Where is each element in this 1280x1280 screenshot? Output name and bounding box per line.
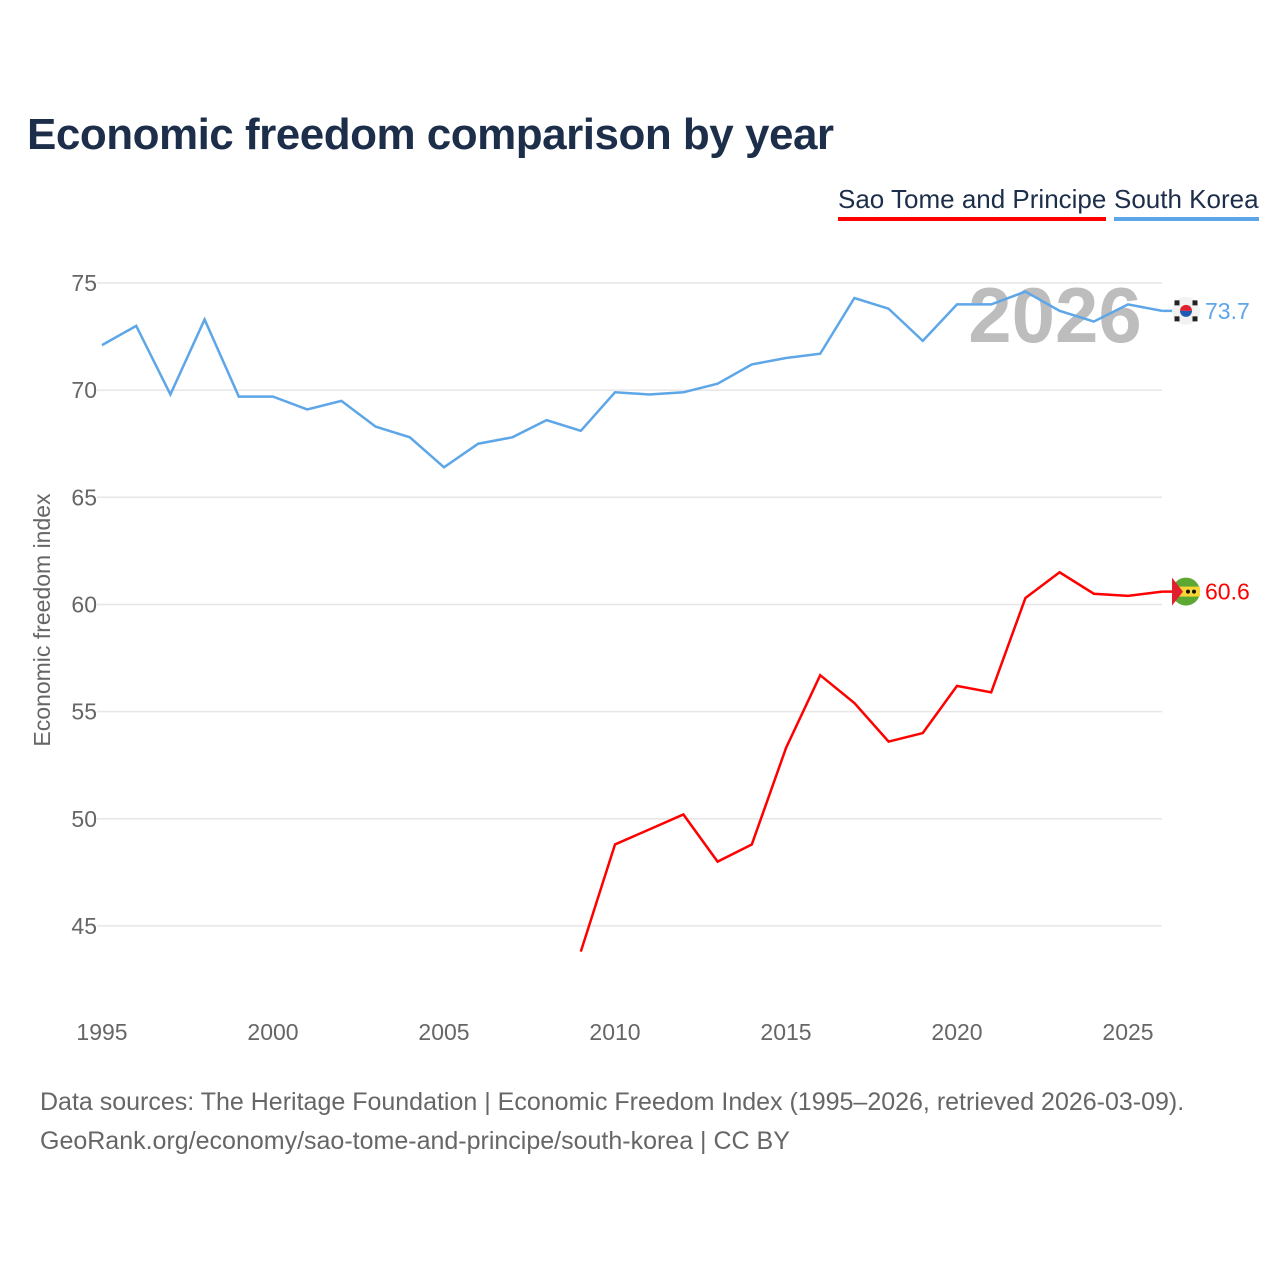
data-point[interactable] bbox=[405, 432, 415, 442]
y-tick-label: 45 bbox=[71, 913, 97, 939]
series-line-sao-tome-and-principe bbox=[579, 570, 1163, 952]
data-point[interactable] bbox=[986, 299, 996, 309]
data-point[interactable] bbox=[200, 314, 210, 324]
data-point[interactable] bbox=[781, 743, 791, 753]
legend-sao-tome-and-principe[interactable]: Sao Tome and Principe bbox=[838, 184, 1107, 221]
data-point[interactable] bbox=[747, 359, 757, 369]
data-point[interactable] bbox=[678, 387, 688, 397]
data-source: Data sources: The Heritage Foundation | … bbox=[40, 1088, 1185, 1116]
data-point[interactable] bbox=[302, 404, 312, 414]
data-point[interactable] bbox=[884, 737, 894, 747]
data-point[interactable] bbox=[747, 839, 757, 849]
x-tick-label: 2020 bbox=[931, 1019, 982, 1045]
data-point[interactable] bbox=[576, 426, 586, 436]
data-point[interactable] bbox=[849, 698, 859, 708]
data-point[interactable] bbox=[952, 299, 962, 309]
data-point[interactable] bbox=[507, 432, 517, 442]
data-point[interactable] bbox=[952, 681, 962, 691]
x-tick-label: 2025 bbox=[1102, 1019, 1153, 1045]
data-point[interactable] bbox=[644, 389, 654, 399]
data-point[interactable] bbox=[849, 293, 859, 303]
y-tick-label: 55 bbox=[71, 699, 97, 725]
data-point[interactable] bbox=[268, 392, 278, 402]
end-value-label: 73.7 bbox=[1205, 298, 1250, 324]
x-tick-label: 2010 bbox=[589, 1019, 640, 1045]
legend-south-korea[interactable]: South Korea bbox=[1114, 184, 1259, 221]
sao-tome-and-principe-flag-icon bbox=[1162, 577, 1200, 606]
series-line-south-korea bbox=[101, 290, 1163, 469]
chart-title: Economic freedom comparison by year bbox=[27, 110, 834, 159]
data-point[interactable] bbox=[918, 728, 928, 738]
data-point[interactable] bbox=[1020, 287, 1030, 297]
data-point[interactable] bbox=[610, 839, 620, 849]
end-value-label: 60.6 bbox=[1205, 579, 1250, 605]
data-point[interactable] bbox=[918, 336, 928, 346]
data-point[interactable] bbox=[131, 321, 141, 331]
data-point[interactable] bbox=[1123, 299, 1133, 309]
y-tick-label: 60 bbox=[71, 591, 97, 617]
data-point[interactable] bbox=[1089, 317, 1099, 327]
y-tick-label: 70 bbox=[71, 377, 97, 403]
data-point[interactable] bbox=[815, 349, 825, 359]
data-point[interactable] bbox=[1020, 593, 1030, 603]
data-point[interactable] bbox=[678, 809, 688, 819]
y-tick-label: 50 bbox=[71, 806, 97, 832]
data-point[interactable] bbox=[986, 687, 996, 697]
data-point[interactable] bbox=[815, 670, 825, 680]
data-point[interactable] bbox=[371, 422, 381, 432]
source-url: GeoRank.org/economy/sao-tome-and-princip… bbox=[40, 1127, 790, 1155]
data-point[interactable] bbox=[473, 439, 483, 449]
data-point[interactable] bbox=[165, 389, 175, 399]
data-point[interactable] bbox=[336, 396, 346, 406]
data-point[interactable] bbox=[644, 824, 654, 834]
x-tick-label: 2000 bbox=[247, 1019, 298, 1045]
x-tick-label: 2015 bbox=[760, 1019, 811, 1045]
x-tick-label: 1995 bbox=[76, 1019, 127, 1045]
data-point[interactable] bbox=[234, 392, 244, 402]
data-point[interactable] bbox=[542, 415, 552, 425]
y-tick-label: 65 bbox=[71, 484, 97, 510]
south-korea-flag-icon bbox=[1162, 296, 1200, 325]
data-point[interactable] bbox=[1055, 306, 1065, 316]
data-point[interactable] bbox=[1089, 589, 1099, 599]
data-point[interactable] bbox=[884, 304, 894, 314]
data-point[interactable] bbox=[1123, 591, 1133, 601]
x-tick-label: 2005 bbox=[418, 1019, 469, 1045]
data-point[interactable] bbox=[781, 353, 791, 363]
data-point[interactable] bbox=[713, 379, 723, 389]
year-watermark: 2026 bbox=[968, 271, 1142, 359]
y-axis-label: Economic freedom index bbox=[29, 493, 55, 747]
data-point[interactable] bbox=[439, 462, 449, 472]
data-point[interactable] bbox=[97, 340, 107, 350]
data-point[interactable] bbox=[713, 857, 723, 867]
data-point[interactable] bbox=[1055, 567, 1065, 577]
data-point[interactable] bbox=[610, 387, 620, 397]
y-tick-label: 75 bbox=[71, 270, 97, 296]
data-point[interactable] bbox=[576, 947, 586, 957]
